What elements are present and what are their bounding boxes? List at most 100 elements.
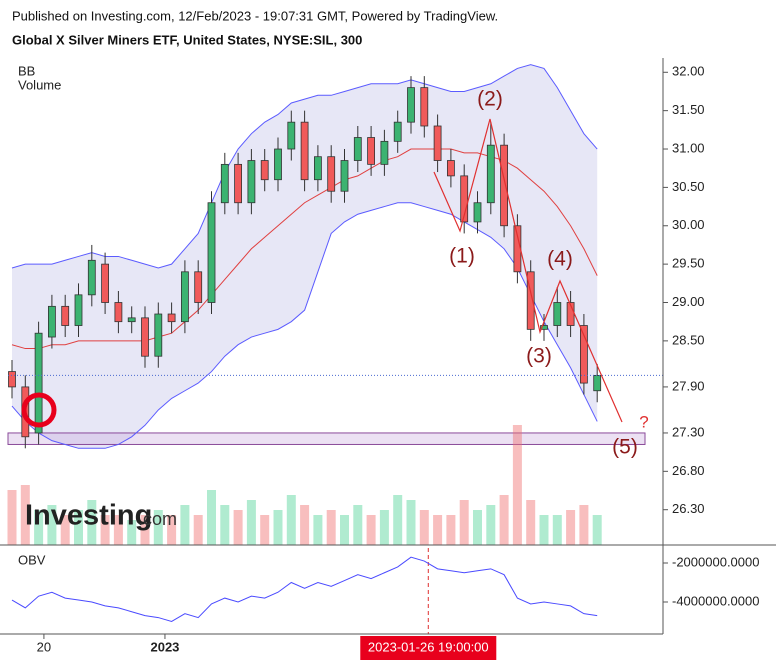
y-tick-label: 27.30 [672, 424, 705, 439]
wave-lines [433, 118, 623, 423]
volume-bar [87, 500, 97, 545]
volume-bar [20, 485, 30, 545]
candle-body [194, 271, 203, 303]
volume-bar [300, 505, 310, 545]
volume-bar [379, 510, 389, 545]
y-tick-label: 31.00 [672, 140, 705, 155]
volume-bar [140, 515, 150, 545]
volume-bar [180, 505, 190, 545]
y-tick-label: 26.80 [672, 463, 705, 478]
volume-bar [486, 505, 496, 545]
volume-bar [552, 515, 562, 545]
pane-title: OBV [18, 552, 46, 567]
candle-body [154, 313, 163, 357]
x-tick-label: 20 [37, 639, 51, 654]
candle-body [114, 302, 123, 323]
candle-body [260, 160, 269, 181]
front-layer: 32.00 31.50 31.00 30.50 30.00 29.50 29.00 28.50… [8, 64, 759, 660]
candle-body [101, 263, 109, 303]
candle-body [127, 317, 136, 323]
candle-body [433, 125, 442, 161]
crosshair-box [360, 636, 497, 660]
y-tick-label: 31.50 [672, 102, 705, 117]
candle-body [367, 137, 376, 165]
bb-upper [11, 64, 598, 269]
candle-body [313, 156, 322, 181]
y-tick-label: -2000000.0000 [672, 554, 759, 569]
bb-lower [11, 202, 598, 449]
candle-body [340, 160, 349, 192]
volume-bar [406, 500, 416, 545]
volume-bar [7, 490, 17, 545]
question-mark: ? [639, 412, 648, 431]
volume-bar [473, 510, 482, 545]
volume-bar [539, 515, 549, 545]
volume-bar [393, 495, 403, 545]
candle-body [353, 137, 362, 161]
watermark: Investing [25, 500, 152, 532]
volume-bar [446, 515, 456, 545]
candle-body [180, 271, 189, 323]
published-line: Published on Investing.com, 12/Feb/2023 … [12, 8, 498, 23]
candle-body [526, 271, 535, 330]
candle-body [540, 325, 548, 330]
y-tick-label: 27.90 [672, 378, 705, 393]
candle-body [380, 140, 389, 165]
highlight-circle [21, 392, 57, 428]
volume-bar [579, 505, 589, 545]
y-tick-label: 26.30 [672, 501, 705, 516]
volume-bar [512, 425, 522, 545]
y-tick-label: 30.50 [672, 179, 705, 194]
volume-bar [193, 515, 203, 545]
candle-body [34, 332, 43, 434]
volume-bar [167, 515, 177, 545]
volume-bar [113, 515, 123, 545]
volume-bar [526, 500, 536, 545]
volume-bar [34, 510, 44, 545]
volume-bar [207, 490, 216, 545]
candle-body [220, 163, 229, 204]
candle-body [420, 87, 429, 127]
y-tick-label: 32.00 [672, 64, 705, 79]
volume-bar [220, 505, 230, 545]
wave-label: (3) [526, 345, 552, 368]
indicator-label: BB [18, 63, 35, 78]
candle-body [234, 163, 243, 204]
volume-bar [100, 515, 110, 545]
volume-bar [326, 510, 336, 545]
wave-label: (4) [547, 248, 573, 271]
candle-body [393, 121, 402, 142]
volume-bar [366, 515, 376, 545]
obv-line [11, 556, 598, 623]
candle-body [593, 375, 602, 392]
candle-body [486, 144, 495, 204]
candle-body [141, 317, 149, 357]
volume-bar [153, 510, 163, 545]
y-tick-label: 29.50 [672, 256, 705, 271]
volume-bar [286, 495, 296, 545]
candle-body [473, 202, 482, 223]
volume-bar [419, 510, 429, 545]
volume-bar [566, 510, 576, 545]
candle-body [61, 305, 70, 326]
volume-bar [233, 510, 243, 545]
volume-bar [353, 505, 363, 545]
x-tick-label: 2023 [150, 639, 179, 654]
wave-label: (2) [477, 88, 503, 111]
volume-bar [47, 505, 57, 545]
y-tick-label: 28.50 [672, 332, 705, 347]
candle-body [74, 294, 83, 326]
candle-body [500, 144, 509, 227]
back-layer [7, 64, 646, 545]
candle-body [460, 175, 469, 223]
watermark-suffix: .com [138, 509, 177, 529]
candle-body [8, 371, 16, 388]
crosshair-label: 2023-01-26 19:00:00 [368, 639, 489, 654]
volume-bar [340, 515, 349, 545]
y-tick-label: 30.00 [672, 217, 705, 232]
candle-body [207, 202, 216, 303]
volume-bar [74, 510, 83, 545]
volume-bar [313, 515, 323, 545]
candle-body [287, 121, 296, 150]
